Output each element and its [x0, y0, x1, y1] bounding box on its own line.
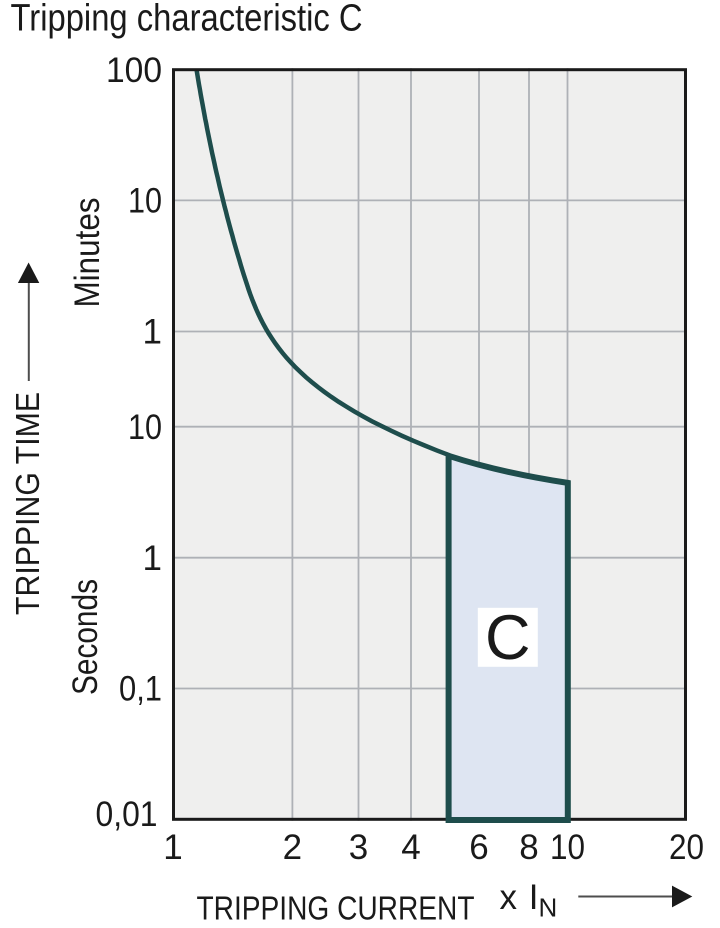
svg-text:8: 8 [519, 828, 538, 867]
svg-text:3: 3 [349, 828, 368, 867]
svg-text:100: 100 [106, 51, 162, 90]
svg-text:I: I [529, 878, 539, 917]
svg-text:1: 1 [143, 539, 162, 578]
svg-text:N: N [539, 893, 558, 923]
svg-text:Seconds: Seconds [66, 579, 105, 695]
svg-text:Minutes: Minutes [68, 198, 107, 308]
svg-text:TRIPPING TIME: TRIPPING TIME [9, 392, 46, 615]
svg-text:6: 6 [469, 828, 488, 867]
svg-text:10: 10 [128, 408, 162, 447]
svg-text:0,01: 0,01 [96, 795, 158, 834]
svg-text:1: 1 [143, 313, 162, 352]
svg-text:x: x [500, 878, 518, 917]
svg-text:4: 4 [401, 828, 420, 867]
svg-text:2: 2 [283, 828, 302, 867]
svg-text:C: C [485, 603, 531, 673]
svg-text:1: 1 [163, 828, 182, 867]
svg-text:10: 10 [550, 828, 585, 867]
svg-text:10: 10 [128, 182, 162, 221]
svg-text:20: 20 [669, 828, 704, 867]
svg-text:Tripping characteristic C: Tripping characteristic C [11, 0, 363, 40]
svg-text:TRIPPING CURRENT: TRIPPING CURRENT [197, 890, 475, 927]
svg-text:0,1: 0,1 [119, 670, 162, 709]
